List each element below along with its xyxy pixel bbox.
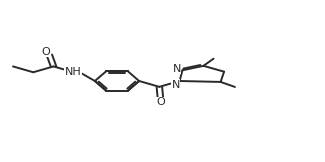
Text: O: O: [157, 97, 165, 107]
Text: O: O: [41, 47, 50, 57]
Text: NH: NH: [65, 67, 82, 77]
Text: N: N: [172, 64, 181, 74]
Text: N: N: [172, 80, 180, 90]
